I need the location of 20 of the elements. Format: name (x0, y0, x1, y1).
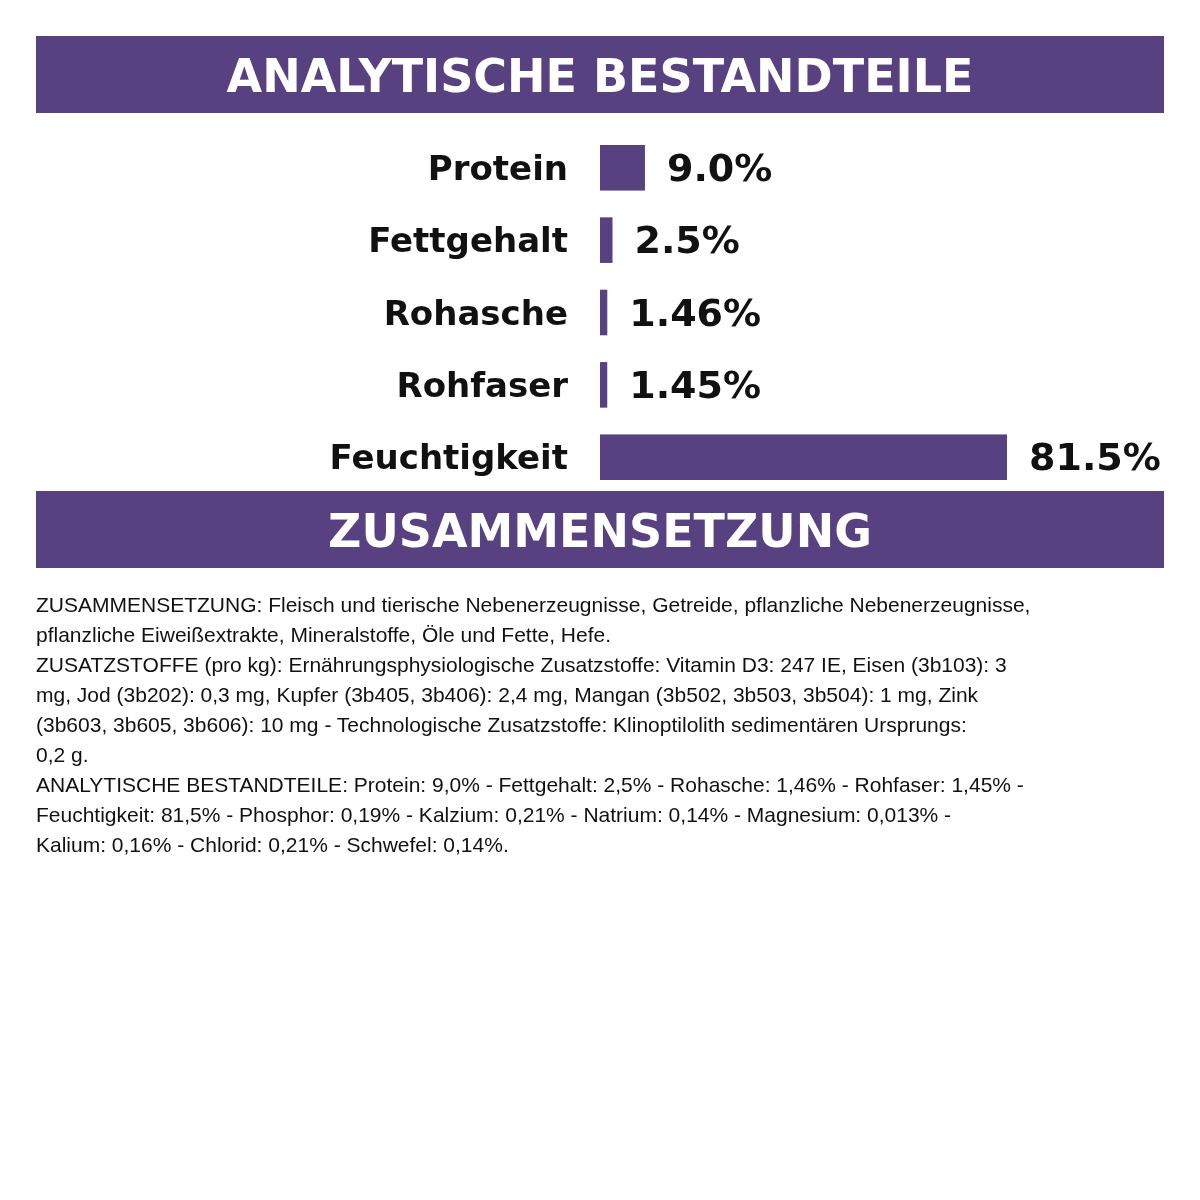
data-label: 2.5% (634, 218, 740, 263)
text: ZUSATZSTOFFE (pro kg): Ernährungsphysiologische Zusatzstoffe: Vitamin D3: 247 IE, Eisen (3b103): 3 mg, Jod (3b202): 0,3 mg, Kupfer (3b405, 3b406): 2,4 mg, Mangan (3b502, 3b503, 3b504): 1 mg, Zink (3b603, 3b605, 3b606): 10 mg - Technologische Zusatzstoffe: Klinoptilolith sedimentären Ursprungs: 0,2 g. (36, 653, 1007, 766)
data-label: 81.5% (1029, 435, 1161, 480)
y-tick-label: Feuchtigkeit (329, 437, 568, 478)
text: ANALYTISCHE BESTANDTEILE: Protein: 9,0% - Fettgehalt: 2,5% - Rohasche: 1,46% - Rohfaser: 1,45% - Feuchtigkeit: 81,5% - Phosphor: 0,19% - Kalzium: 0,21% - Natrium: 0,14% - Magnesium: 0,013% - Kalium: 0,16% - Chlorid: 0,21% - Schwefel: 0,14%. (36, 773, 1024, 856)
data-label: 1.46% (629, 290, 762, 335)
bar (600, 434, 1007, 480)
text: ZUSAMMENSETZUNG: Fleisch und tierische Nebenerzeugnisse, Getreide, pflanzliche Nebenerzeugnisse, pflanzliche Eiweißextrakte, Mineralstoffe, Öle und Fette, Hefe. (36, 593, 1031, 646)
chart-title: ANALYTISCHE BESTANDTEILE (226, 49, 974, 103)
bar (600, 217, 613, 263)
bar (600, 145, 645, 191)
y-tick-label: Rohfaser (396, 364, 569, 405)
y-tick-label: Fettgehalt (368, 220, 568, 261)
y-tick-label: Rohasche (383, 292, 568, 333)
text: ZUSAMMENSETZUNG (328, 504, 872, 558)
data-label: 1.45% (629, 362, 762, 407)
bar (600, 362, 608, 408)
data-label: 9.0% (666, 145, 773, 190)
y-tick-label: Protein (427, 147, 568, 188)
bar (600, 289, 608, 336)
